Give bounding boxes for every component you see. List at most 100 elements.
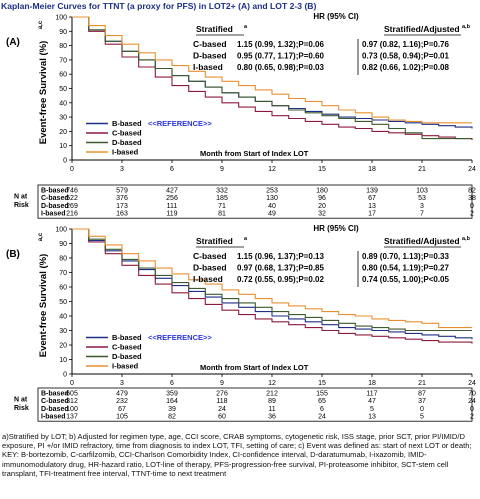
risk-count: 0 [420, 406, 424, 413]
hr-col-adjusted-sup: a,b [462, 24, 471, 30]
hr-row-label: C-based [193, 39, 227, 49]
y-tick-label: 10 [59, 357, 67, 364]
hr-row-adjusted: 0.80 (0.54, 1.19);P=0.27 [362, 264, 450, 273]
risk-count: 24 [218, 406, 226, 413]
legend-reference-note: <<REFERENCE>> [148, 119, 212, 128]
legend-reference-note: <<REFERENCE>> [148, 333, 212, 342]
hr-row-stratified: 0.97 (0.68, 1.37);P=0.85 [237, 264, 325, 273]
risk-count: 119 [166, 211, 177, 218]
risk-count: 13 [368, 203, 376, 210]
risk-count: 359 [166, 390, 178, 397]
x-tick-label: 24 [468, 380, 476, 387]
hr-col-stratified: Stratified [196, 24, 233, 34]
risk-count: 232 [116, 398, 128, 405]
risk-count: 376 [116, 195, 128, 202]
risk-label: Risk [14, 405, 29, 412]
risk-count: 332 [216, 187, 228, 194]
x-tick-label: 18 [368, 166, 376, 173]
risk-count: 17 [368, 211, 376, 218]
risk-count: 139 [366, 187, 378, 194]
risk-count: 173 [116, 203, 128, 210]
km-curve-c-based [72, 228, 473, 344]
risk-count: 60 [218, 414, 226, 421]
hr-row-label: I-based [193, 62, 223, 72]
risk-count: 137 [66, 414, 78, 421]
hr-col-adjusted: Stratified/Adjusted [384, 24, 460, 34]
km-curve-d-based [72, 228, 472, 332]
hr-row-stratified: 0.80 (0.65, 0.98);P=0.03 [237, 63, 325, 72]
km-curve-i-based [72, 228, 472, 329]
legend-label: B-based [112, 119, 142, 128]
hr-row-label: D-based [193, 263, 227, 273]
risk-row-label: D-based [41, 406, 69, 413]
risk-count: 579 [116, 187, 128, 194]
x-tick-label: 3 [120, 166, 124, 173]
panel-label: (B) [6, 249, 20, 260]
y-tick-label: 0 [63, 372, 67, 379]
hr-header: HR (95% CI) [313, 12, 359, 21]
risk-count: 47 [368, 398, 376, 405]
legend-label: I-based [112, 148, 139, 157]
risk-count: 118 [216, 398, 227, 405]
x-tick-label: 6 [170, 166, 174, 173]
risk-count: 155 [316, 390, 328, 397]
risk-count: 479 [116, 390, 128, 397]
y-tick-label: 40 [59, 100, 67, 107]
risk-row-label: B-based [41, 390, 69, 397]
x-tick-label: 0 [70, 380, 74, 387]
risk-count: 53 [418, 195, 426, 202]
risk-count: 71 [218, 203, 226, 210]
risk-count: 20 [318, 203, 326, 210]
risk-count: 605 [66, 390, 78, 397]
risk-count: 522 [66, 195, 78, 202]
x-tick-label: 9 [220, 380, 224, 387]
risk-count: 164 [166, 398, 178, 405]
x-axis-label: Month from Start of Index LOT [200, 363, 309, 372]
x-tick-label: 12 [268, 380, 276, 387]
risk-row-label: C-based [41, 195, 69, 202]
risk-count: 36 [268, 414, 276, 421]
x-tick-label: 21 [418, 380, 426, 387]
risk-count: 87 [418, 390, 426, 397]
hr-row-label: C-based [193, 251, 227, 261]
risk-count: 82 [168, 414, 176, 421]
y-tick-label: 40 [59, 314, 67, 321]
y-tick-label: 60 [59, 72, 67, 79]
legend-label: C-based [112, 129, 142, 138]
risk-count: 276 [216, 390, 228, 397]
risk-count: 82 [468, 187, 476, 194]
hr-col-stratified-sup: a [244, 236, 248, 242]
risk-count: 269 [66, 203, 78, 210]
y-tick-label: 10 [59, 143, 67, 150]
risk-count: 111 [167, 203, 178, 210]
risk-count: 40 [268, 203, 276, 210]
hr-row-label: D-based [193, 51, 227, 61]
risk-row-label: C-based [41, 398, 69, 405]
y-tick-label: 50 [59, 86, 67, 93]
risk-count: 2 [470, 414, 474, 421]
risk-count: 11 [268, 406, 275, 413]
risk-count: 253 [266, 187, 278, 194]
y-tick-label: 100 [55, 15, 67, 22]
risk-count: 2 [470, 211, 474, 218]
y-tick-label: 30 [59, 328, 67, 335]
risk-count: 5 [370, 406, 374, 413]
y-tick-label: 80 [59, 43, 67, 50]
risk-count: 117 [366, 390, 377, 397]
y-tick-label: 90 [59, 29, 67, 36]
risk-table-box [37, 184, 473, 219]
hr-col-adjusted-sup: a,b [462, 236, 471, 242]
figure-title: Kaplan-Meier Curves for TTNT (a proxy fo… [1, 1, 317, 11]
x-tick-label: 24 [468, 166, 476, 173]
y-tick-label: 0 [63, 158, 67, 165]
x-tick-label: 12 [268, 166, 276, 173]
x-axis-label: Month from Start of Index LOT [200, 149, 309, 158]
hr-row-adjusted: 0.97 (0.82, 1.16);P=0.76 [362, 40, 450, 49]
hr-row-label: I-based [193, 274, 223, 284]
figure: Kaplan-Meier Curves for TTNT (a proxy fo… [1, 1, 476, 422]
hr-row-stratified: 1.15 (0.99, 1.32);P=0.06 [237, 40, 325, 49]
risk-count: 37 [418, 398, 426, 405]
y-tick-label: 70 [59, 57, 67, 64]
km-curve-d-based [72, 16, 472, 140]
